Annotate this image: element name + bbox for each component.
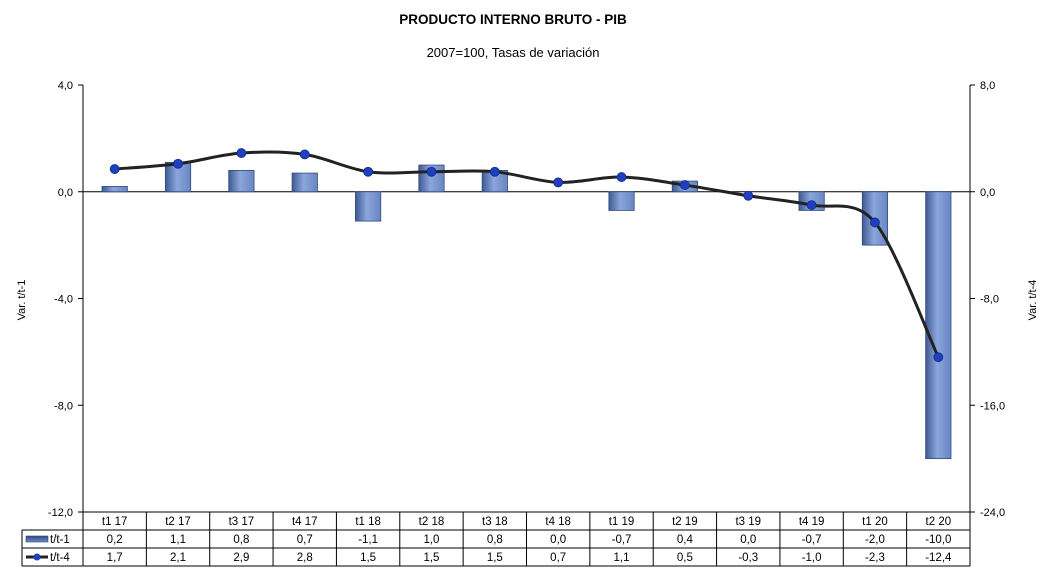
x-tick-label: t3 17 [229, 516, 255, 528]
data-label-tt4: 1,5 [487, 552, 503, 564]
x-tick-label: t1 20 [862, 516, 888, 528]
data-label-tt4: -1,0 [802, 552, 822, 564]
y-axis-label-right: Var. t/t-4 [1027, 280, 1039, 321]
y-axis-label-left: Var. t/t-1 [16, 280, 28, 321]
x-tick-label: t4 17 [292, 516, 318, 528]
data-label-tt4: -12,4 [925, 552, 952, 564]
line-point [299, 149, 310, 160]
line-point [870, 217, 880, 228]
line-point [743, 190, 754, 201]
x-tick-label: t2 17 [165, 516, 191, 528]
line-point [679, 180, 690, 190]
line-point [616, 172, 627, 182]
line-point [553, 177, 564, 188]
data-label-tt1: 0,8 [487, 534, 503, 546]
line-point [236, 148, 247, 158]
data-label-tt1: -0,7 [802, 534, 822, 546]
data-label-tt1: 0,0 [550, 534, 566, 546]
line-point [173, 158, 183, 169]
y-tick-label-left: 0,0 [58, 187, 73, 199]
data-label-tt1: 1,0 [423, 534, 439, 546]
data-label-tt4: -0,3 [738, 552, 758, 564]
data-label-tt1: -10,0 [925, 534, 951, 546]
chart-subtitle: 2007=100, Tasas de variación [427, 45, 600, 60]
bar [228, 169, 255, 193]
data-label-tt4: 2,8 [297, 552, 313, 564]
x-tick-label: t1 17 [102, 516, 128, 528]
data-label-tt4: 2,9 [233, 552, 249, 564]
y-tick-label-left: -8,0 [54, 400, 73, 412]
data-label-tt4: -2,3 [865, 552, 885, 564]
axes: 4,0 0,0 -4,0 -8,0 -12,0 8,0 0,0 -8,0 -16,0 -24,0 [48, 80, 1005, 519]
line-point [109, 164, 120, 174]
data-label-tt1: -2,0 [865, 534, 885, 546]
legend-swatch-bar [25, 535, 49, 543]
line-series [109, 148, 944, 363]
data-label-tt4: 0,5 [677, 552, 693, 564]
data-label-tt4: 1,5 [360, 552, 376, 564]
bar [608, 191, 635, 211]
x-tick-label: t2 20 [926, 516, 952, 528]
x-tick-label: t4 18 [545, 516, 571, 528]
y-tick-label-right: -8,0 [980, 294, 999, 306]
y-tick-label-right: -16,0 [980, 400, 1005, 412]
bar [355, 191, 382, 222]
chart-title: PRODUCTO INTERNO BRUTO - PIB [399, 12, 627, 27]
line-point [806, 200, 817, 210]
data-label-tt1: 0,0 [740, 534, 756, 546]
x-tick-label: t4 19 [799, 516, 825, 528]
y-tick-label-right: -24,0 [980, 507, 1005, 519]
bar [291, 172, 318, 193]
bar [101, 186, 128, 193]
y-tick-label-left: 4,0 [58, 80, 73, 92]
line-point [363, 166, 374, 177]
legend-marker [33, 553, 41, 561]
data-label-tt4: 1,1 [614, 552, 630, 564]
line-point [426, 166, 437, 177]
data-label-tt1: -0,7 [612, 534, 632, 546]
y-tick-label-right: 0,0 [980, 187, 995, 199]
data-label-tt1: 0,7 [297, 534, 313, 546]
data-label-tt1: -1,1 [358, 534, 378, 546]
x-tick-label: t2 19 [672, 516, 698, 528]
data-label-tt4: 2,1 [170, 552, 186, 564]
data-label-tt1: 1,1 [170, 534, 186, 546]
y-tick-label-right: 8,0 [980, 80, 995, 92]
line-point [933, 352, 944, 363]
x-tick-label: t3 19 [735, 516, 761, 528]
data-label-tt4: 1,5 [423, 552, 439, 564]
data-label-tt1: 0,8 [233, 534, 249, 546]
x-tick-label: t1 18 [355, 516, 381, 528]
y-tick-label-left: -12,0 [48, 507, 73, 519]
legend-label-bar: t/t-1 [50, 534, 70, 546]
line-point [489, 166, 500, 177]
legend-label-line: t/t-4 [50, 552, 70, 564]
x-tick-label: t3 18 [482, 516, 508, 528]
x-tick-label: t2 18 [419, 516, 445, 528]
data-label-tt1: 0,4 [677, 534, 694, 546]
data-label-tt4: 1,7 [107, 552, 123, 564]
y-tick-label-left: -4,0 [54, 294, 73, 306]
bar [925, 191, 952, 460]
data-label-tt4: 0,7 [550, 552, 566, 564]
x-tick-label: t1 19 [609, 516, 635, 528]
data-table: t1 17 0,2 1,7 t2 17 1,1 2,1 t3 17 0,8 2,9 t4 17 0,… [21, 511, 971, 567]
data-label-tt1: 0,2 [107, 534, 123, 546]
